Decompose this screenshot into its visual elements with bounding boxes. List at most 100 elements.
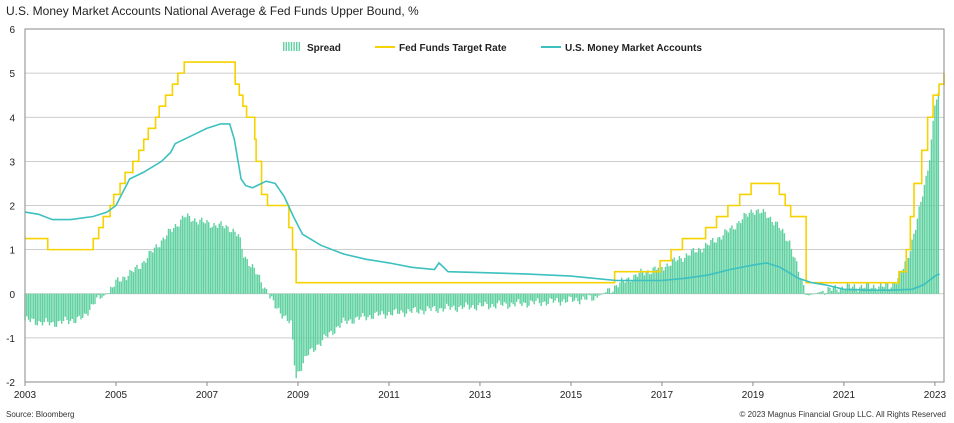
- spread-bar: [83, 293, 86, 314]
- spread-bar: [216, 227, 219, 294]
- spread-bar: [475, 293, 478, 311]
- spread-bar: [131, 270, 133, 294]
- spread-bar: [815, 293, 817, 294]
- spread-bar: [304, 293, 306, 357]
- spread-bar: [286, 293, 289, 322]
- spread-bar: [631, 281, 633, 294]
- spread-bar: [636, 276, 639, 294]
- spread-bar: [232, 228, 234, 294]
- spread-bar: [923, 184, 926, 294]
- spread-bar: [425, 293, 427, 312]
- spread-bar: [101, 293, 103, 298]
- spread-bar: [43, 293, 45, 323]
- spread-bar: [762, 208, 765, 294]
- spread-bar: [225, 225, 227, 294]
- spread-bar: [650, 273, 653, 294]
- spread-bar: [549, 293, 551, 299]
- spread-bar: [743, 212, 745, 294]
- spread-bar: [309, 293, 311, 350]
- spread-bar: [388, 293, 390, 312]
- spread-bar: [522, 293, 525, 303]
- spread-bar: [886, 283, 889, 294]
- spread-bar: [617, 287, 619, 294]
- spread-bar: [575, 293, 577, 298]
- spread-bar: [342, 293, 345, 318]
- spread-bar: [690, 249, 693, 294]
- spread-bar: [638, 272, 640, 294]
- spread-bar: [423, 293, 425, 315]
- spread-bar: [673, 257, 675, 294]
- spread-bar: [314, 293, 317, 351]
- spread-bar: [397, 293, 399, 314]
- spread-bar: [839, 288, 842, 294]
- spread-bar: [369, 293, 371, 316]
- spread-bar: [547, 293, 549, 304]
- spread-bar: [411, 293, 413, 313]
- spread-bar: [237, 234, 240, 294]
- spread-bar: [563, 293, 565, 300]
- spread-bar: [512, 293, 514, 305]
- y-tick-label: 4: [9, 113, 15, 124]
- spread-bar: [323, 293, 325, 335]
- spread-bar: [430, 293, 432, 311]
- x-tick-label: 2007: [196, 390, 219, 400]
- spread-bar: [916, 218, 919, 294]
- spread-bar: [906, 258, 908, 294]
- spread-bar: [748, 212, 751, 294]
- spread-bar: [857, 291, 859, 294]
- spread-bar: [358, 293, 360, 320]
- x-tick-label: 2013: [469, 390, 492, 400]
- spread-bar: [914, 229, 917, 294]
- spread-bar: [299, 293, 301, 372]
- spread-bar: [269, 293, 271, 299]
- spread-bar: [463, 293, 465, 308]
- spread-bar: [913, 233, 915, 294]
- spread-bar: [278, 293, 280, 308]
- spread-bar: [117, 277, 119, 294]
- spread-bar: [293, 293, 296, 366]
- spread-bar: [580, 293, 583, 300]
- spread-bar: [531, 293, 534, 302]
- spread-bar: [52, 293, 54, 322]
- spread-bar: [811, 293, 814, 295]
- spread-bar: [925, 175, 927, 294]
- spread-bar: [764, 211, 766, 294]
- spread-bar: [524, 293, 527, 303]
- spread-bar: [295, 293, 297, 379]
- spread-bar: [809, 293, 812, 295]
- spread-bar: [624, 282, 626, 294]
- spread-bar: [584, 293, 586, 300]
- spread-bar: [134, 267, 136, 294]
- spread-bar: [250, 267, 252, 294]
- y-tick-label: 1: [9, 246, 15, 257]
- legend[interactable]: Spread Fed Funds Target Rate U.S. Money Ma…: [283, 42, 702, 54]
- spread-bar: [407, 293, 409, 310]
- spread-bar: [381, 293, 383, 312]
- spread-bar: [211, 226, 213, 294]
- spread-bar: [526, 293, 528, 308]
- spread-bar: [90, 293, 93, 305]
- spread-bar: [802, 285, 805, 294]
- spread-bar: [491, 293, 493, 305]
- spread-bar: [292, 293, 294, 340]
- spread-bar: [771, 221, 773, 294]
- spread-bar: [187, 213, 189, 294]
- spread-bar: [876, 291, 878, 294]
- x-tick-label: 2011: [378, 390, 400, 400]
- spread-bar: [689, 255, 691, 294]
- spread-bar: [377, 293, 380, 316]
- spread-bar: [676, 260, 679, 294]
- spread-bar: [440, 293, 443, 309]
- spread-bar: [197, 224, 199, 294]
- spread-bar: [449, 293, 451, 310]
- spread-bar: [451, 293, 453, 308]
- spread-bar: [899, 270, 901, 294]
- spread-bar: [825, 292, 828, 294]
- legend-swatch-spread: [293, 42, 295, 51]
- spread-bar: [538, 293, 541, 304]
- legend-swatch-spread: [290, 42, 293, 51]
- spread-bar: [739, 223, 742, 294]
- spread-bar: [391, 293, 394, 316]
- spread-bar: [171, 231, 173, 294]
- spread-bar: [426, 293, 429, 307]
